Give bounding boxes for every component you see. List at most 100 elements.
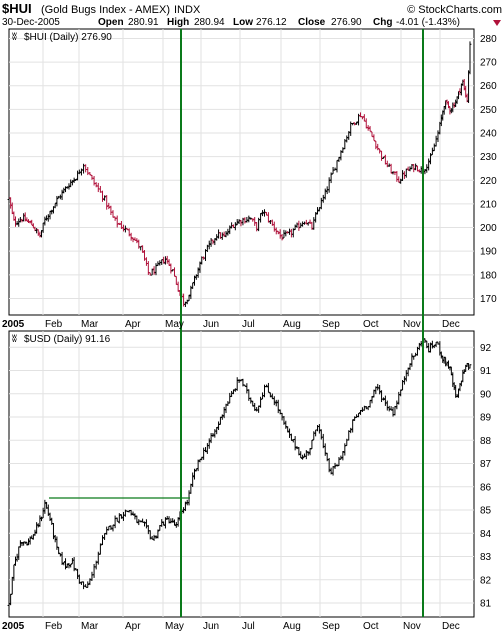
- price-bar: [327, 457, 331, 473]
- price-bar: [237, 219, 241, 224]
- price-bar: [113, 515, 117, 529]
- price-bar: [193, 275, 196, 286]
- price-bar: [378, 384, 382, 395]
- price-bar: [268, 220, 272, 225]
- price-bar: [67, 183, 71, 190]
- close-label: Close: [298, 17, 326, 28]
- price-bar: [385, 400, 389, 411]
- price-bar: [14, 556, 17, 566]
- price-bar: [86, 581, 90, 589]
- price-bar: [410, 353, 414, 367]
- price-bar: [288, 428, 291, 438]
- hui-legend-label: $HUI (Daily) 276.90: [24, 32, 112, 43]
- price-bar: [247, 215, 251, 223]
- price-bar: [33, 529, 37, 536]
- y-tick-label: 200: [480, 223, 497, 234]
- price-bar: [62, 561, 66, 566]
- price-bar: [43, 216, 47, 226]
- price-bar: [299, 451, 303, 459]
- price-bar: [337, 156, 341, 162]
- price-bar: [152, 534, 156, 541]
- x-tick-label: May: [165, 621, 184, 632]
- price-bar: [84, 164, 88, 173]
- x-tick-label: Jun: [203, 621, 219, 632]
- price-bar: [362, 114, 366, 122]
- price-bar: [213, 429, 217, 438]
- price-bar: [253, 402, 257, 411]
- price-bar: [337, 457, 341, 466]
- price-bar: [86, 166, 90, 176]
- price-bar: [353, 122, 357, 126]
- price-bar: [98, 543, 102, 555]
- price-bar: [204, 447, 207, 453]
- price-bar: [48, 512, 52, 522]
- price-bar: [243, 384, 247, 387]
- price-bar: [113, 216, 117, 221]
- price-bar: [468, 364, 472, 369]
- price-bar: [290, 228, 293, 238]
- price-bar: [77, 574, 81, 584]
- x-tick-label: Jul: [242, 621, 255, 632]
- price-bar: [436, 130, 440, 143]
- price-bar: [372, 389, 376, 398]
- price-bar: [304, 219, 308, 225]
- chart-name: (Gold Bugs Index - AMEX): [41, 4, 170, 16]
- price-bar: [239, 379, 243, 382]
- price-bar: [391, 171, 395, 175]
- price-bar: [174, 276, 178, 285]
- price-bar: [122, 512, 125, 521]
- price-bar: [176, 517, 180, 527]
- price-bar: [65, 563, 69, 569]
- price-bar: [393, 405, 397, 416]
- price-bar: [120, 514, 123, 519]
- price-bar: [284, 230, 288, 237]
- chg-value: -4.01 (-1.43%): [396, 17, 460, 28]
- price-bar: [53, 202, 57, 209]
- price-bar: [17, 218, 21, 227]
- price-bar: [90, 174, 94, 180]
- price-bar: [185, 299, 189, 305]
- chart-date: 30-Dec-2005: [2, 17, 60, 28]
- price-bar: [46, 214, 50, 222]
- price-bar: [251, 400, 255, 407]
- price-bar: [217, 421, 220, 431]
- price-bar: [107, 202, 111, 210]
- price-bar: [247, 389, 251, 401]
- price-bar: [274, 399, 278, 407]
- price-bar: [306, 451, 310, 456]
- y-tick-label: 85: [480, 506, 492, 517]
- x-tick-label: Aug: [283, 621, 301, 632]
- price-bar: [146, 525, 150, 535]
- price-bar: [321, 433, 325, 449]
- watermark: © StockCharts.com: [407, 4, 502, 16]
- price-bar: [267, 382, 270, 393]
- y-tick-label: 90: [480, 389, 492, 400]
- price-bar: [268, 392, 272, 398]
- high-label: High: [167, 17, 189, 28]
- price-bar: [171, 518, 175, 523]
- price-bar: [92, 564, 96, 578]
- price-bar: [310, 221, 314, 230]
- price-bar: [55, 195, 59, 207]
- x-tick-label: Feb: [45, 319, 63, 330]
- price-bar: [176, 281, 180, 292]
- price-bar: [243, 217, 247, 224]
- chart-symbol: $HUI: [2, 1, 32, 16]
- high-value: 280.94: [194, 17, 225, 28]
- price-bar: [35, 522, 39, 534]
- price-bar: [253, 216, 257, 226]
- low-label: Low: [233, 17, 253, 28]
- price-bar: [233, 222, 237, 231]
- price-bar: [432, 344, 436, 349]
- price-bar: [187, 294, 191, 302]
- price-bar: [57, 546, 61, 555]
- price-bar: [417, 342, 421, 351]
- price-bar: [169, 263, 173, 274]
- price-bar: [189, 483, 193, 494]
- close-value: 276.90: [331, 17, 362, 28]
- price-bar: [152, 266, 156, 275]
- price-bar: [228, 392, 232, 404]
- price-bar: [239, 219, 243, 227]
- price-bar: [284, 420, 288, 429]
- x-tick-label: Apr: [125, 621, 141, 632]
